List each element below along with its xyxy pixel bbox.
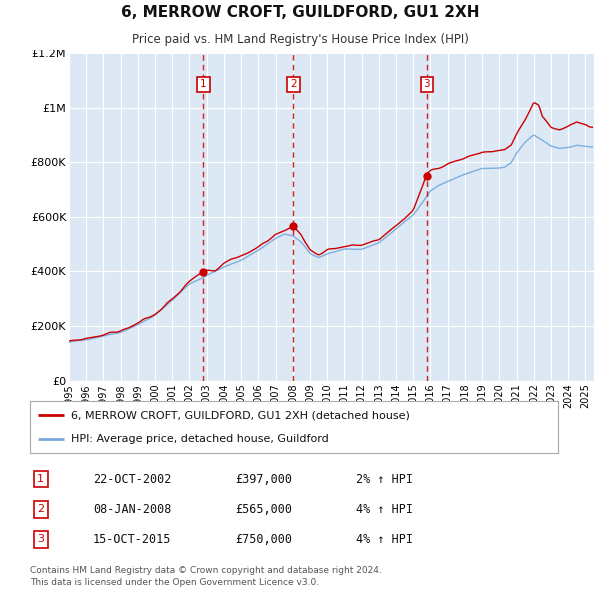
Text: 6, MERROW CROFT, GUILDFORD, GU1 2XH (detached house): 6, MERROW CROFT, GUILDFORD, GU1 2XH (det… xyxy=(71,410,410,420)
Text: 4% ↑ HPI: 4% ↑ HPI xyxy=(355,503,413,516)
Text: 08-JAN-2008: 08-JAN-2008 xyxy=(93,503,171,516)
Text: 2: 2 xyxy=(37,504,44,514)
Text: Price paid vs. HM Land Registry's House Price Index (HPI): Price paid vs. HM Land Registry's House … xyxy=(131,32,469,45)
Text: 3: 3 xyxy=(424,80,430,90)
Text: 2: 2 xyxy=(290,80,296,90)
Text: £397,000: £397,000 xyxy=(235,473,293,486)
Text: 6, MERROW CROFT, GUILDFORD, GU1 2XH: 6, MERROW CROFT, GUILDFORD, GU1 2XH xyxy=(121,5,479,20)
Text: 1: 1 xyxy=(200,80,207,90)
Text: 22-OCT-2002: 22-OCT-2002 xyxy=(93,473,171,486)
Text: 3: 3 xyxy=(37,535,44,544)
Text: 15-OCT-2015: 15-OCT-2015 xyxy=(93,533,171,546)
Text: 4% ↑ HPI: 4% ↑ HPI xyxy=(355,533,413,546)
Text: Contains HM Land Registry data © Crown copyright and database right 2024.
This d: Contains HM Land Registry data © Crown c… xyxy=(30,566,382,587)
Text: £565,000: £565,000 xyxy=(235,503,293,516)
Text: £750,000: £750,000 xyxy=(235,533,293,546)
Text: 1: 1 xyxy=(37,474,44,484)
Text: HPI: Average price, detached house, Guildford: HPI: Average price, detached house, Guil… xyxy=(71,434,329,444)
Text: 2% ↑ HPI: 2% ↑ HPI xyxy=(355,473,413,486)
